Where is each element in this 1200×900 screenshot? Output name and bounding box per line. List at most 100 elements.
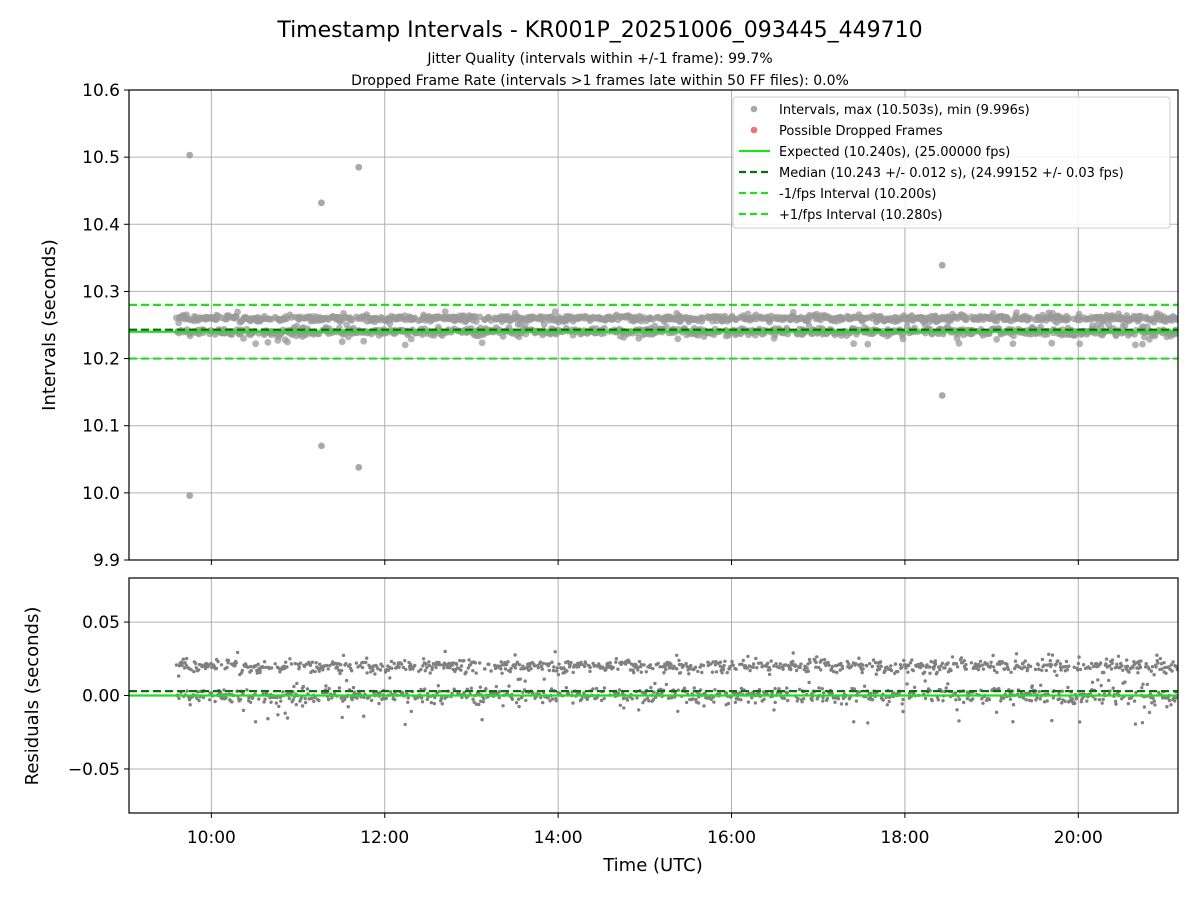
residual-point <box>339 663 343 667</box>
residual-point <box>939 664 943 668</box>
residual-point <box>532 664 537 668</box>
residual-point <box>547 668 551 673</box>
residual-point <box>827 663 831 667</box>
residual-point <box>849 664 854 668</box>
residual-point <box>976 667 981 672</box>
residual-point <box>384 696 388 701</box>
residual-point <box>539 695 543 700</box>
residual-point <box>550 660 554 664</box>
residual-point <box>1154 665 1158 669</box>
residual-point <box>451 661 456 665</box>
residual-point <box>1058 662 1063 666</box>
residual-point <box>216 659 220 664</box>
interval-point <box>401 341 409 349</box>
residual-point <box>900 665 904 669</box>
residual-point <box>1163 696 1168 700</box>
residual-point <box>358 664 362 668</box>
residual-point <box>262 660 267 664</box>
interval-point <box>789 308 797 316</box>
residual-point <box>844 702 849 706</box>
residual-point <box>377 701 381 706</box>
residual-point <box>406 700 410 704</box>
residual-point <box>321 668 325 672</box>
top-y-tick-label: 10.5 <box>82 148 120 168</box>
residual-point <box>209 691 214 695</box>
residual-point <box>521 690 525 694</box>
residual-point <box>389 659 394 664</box>
residual-point <box>691 697 695 701</box>
residual-point <box>344 662 348 666</box>
residual-point <box>1037 667 1041 671</box>
residual-point <box>1023 659 1027 663</box>
residual-point <box>959 656 964 660</box>
residual-point <box>238 697 243 702</box>
top-y-tick-label: 10.2 <box>82 350 120 370</box>
residual-point <box>992 665 996 669</box>
residual-point <box>1050 653 1055 657</box>
top-panel-frame <box>128 89 1179 561</box>
residual-point <box>718 660 723 664</box>
residual-point <box>192 669 196 674</box>
residual-point <box>478 685 483 689</box>
interval-point <box>472 318 480 325</box>
residual-point <box>1169 703 1173 707</box>
residual-point <box>682 686 687 690</box>
residual-point <box>713 663 718 667</box>
residual-point <box>632 670 636 675</box>
residual-point <box>720 671 724 675</box>
residual-point <box>426 691 430 696</box>
residual-point <box>728 665 732 669</box>
residual-point <box>524 698 528 703</box>
residual-point <box>434 665 438 670</box>
residual-point <box>1025 666 1030 670</box>
residual-point <box>1152 673 1156 677</box>
residual-point <box>283 711 287 715</box>
residual-point <box>669 662 673 667</box>
residual-point <box>364 660 368 665</box>
residual-point <box>1101 697 1105 702</box>
residual-point <box>247 696 251 700</box>
residual-point <box>425 697 429 702</box>
residual-point <box>555 666 559 670</box>
residual-point <box>554 669 559 673</box>
residual-point <box>421 657 426 661</box>
residual-point <box>870 697 875 702</box>
residual-point <box>838 668 842 672</box>
residual-point <box>419 667 423 672</box>
residual-point <box>257 697 261 701</box>
interval-outlier-point <box>186 151 194 159</box>
residual-point <box>1064 659 1069 664</box>
residual-point <box>538 660 543 664</box>
residual-point <box>630 697 634 701</box>
residual-point <box>1145 682 1150 687</box>
residual-point <box>743 664 748 668</box>
residual-point <box>1036 663 1041 667</box>
residual-point <box>954 698 958 702</box>
residual-point <box>582 691 586 695</box>
residual-point <box>499 667 503 671</box>
residual-point <box>318 662 322 666</box>
residual-point <box>1152 699 1157 703</box>
interval-point <box>293 322 301 330</box>
residual-point <box>866 721 870 725</box>
residual-point <box>957 719 961 723</box>
residual-point <box>1048 659 1053 663</box>
residual-point <box>482 696 486 701</box>
residual-point <box>459 664 464 668</box>
residual-point <box>466 666 470 670</box>
residual-point <box>1059 668 1063 672</box>
interval-point <box>441 308 449 315</box>
residual-point <box>696 669 700 674</box>
residual-point <box>767 672 772 677</box>
residual-point <box>289 662 294 666</box>
residual-point <box>403 658 407 663</box>
residual-point <box>547 662 552 666</box>
residual-point <box>1147 710 1152 715</box>
residual-point <box>876 664 880 668</box>
residual-point <box>480 718 484 722</box>
residual-point <box>508 669 512 674</box>
residual-point <box>663 662 667 666</box>
residual-point <box>692 686 696 690</box>
residual-point <box>298 661 303 665</box>
